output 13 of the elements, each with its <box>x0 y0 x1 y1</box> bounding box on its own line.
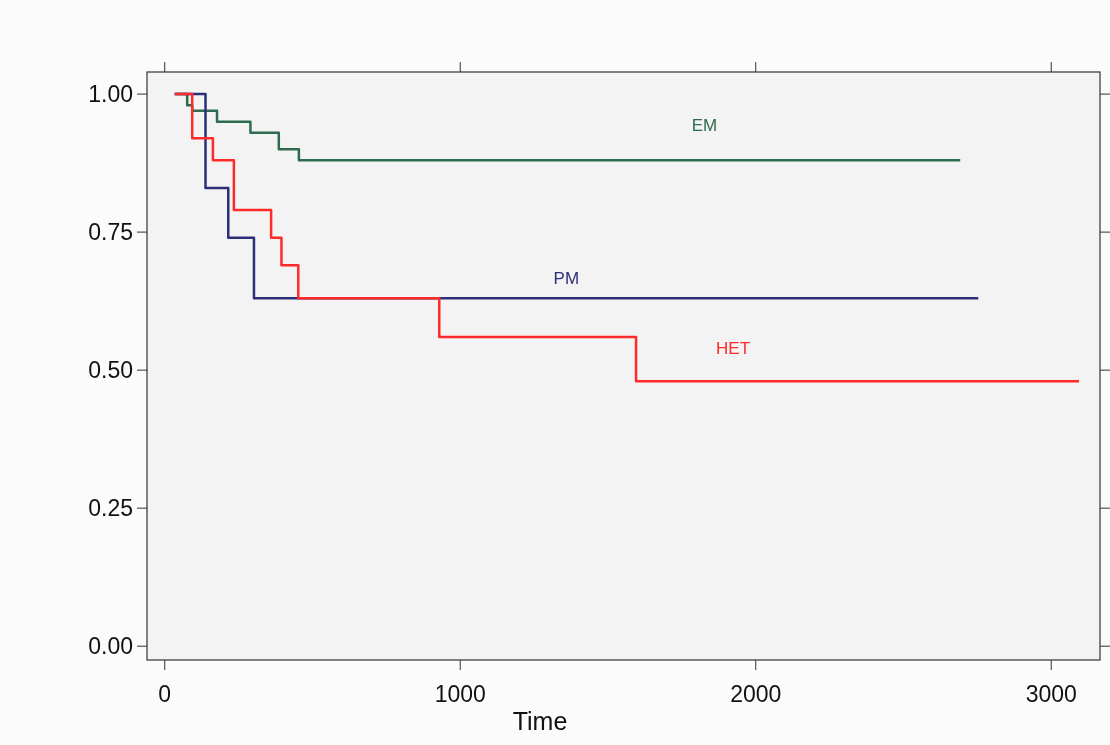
series-label: EM <box>691 115 718 135</box>
y-tick-label: 0.00 <box>88 633 133 660</box>
x-tick-label: 1000 <box>434 681 486 707</box>
series-label: HET <box>716 339 751 359</box>
x-tick-label: 3000 <box>1025 681 1077 707</box>
y-tick-label: 0.50 <box>88 357 133 384</box>
x-axis-title: Time <box>512 707 568 735</box>
y-tick-label: 0.75 <box>88 219 133 246</box>
series-label: PM <box>553 268 580 288</box>
x-tick-label: 0 <box>158 681 172 707</box>
x-tick-label: 2000 <box>730 681 782 707</box>
y-tick-label: 0.25 <box>88 495 133 522</box>
y-tick-label: 1.00 <box>88 81 133 108</box>
